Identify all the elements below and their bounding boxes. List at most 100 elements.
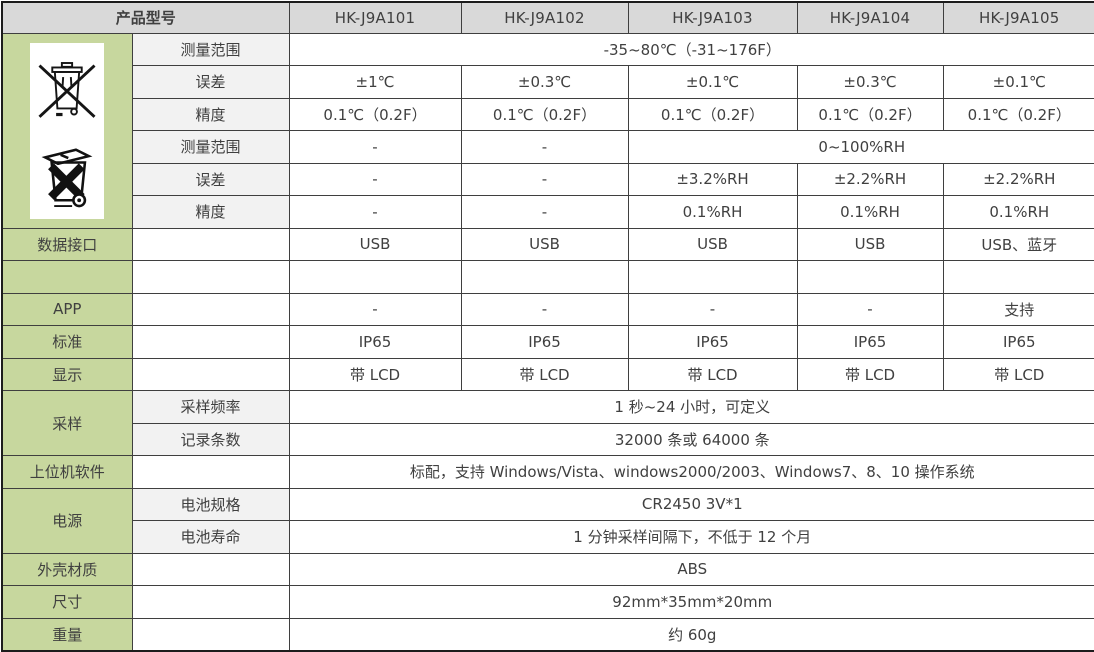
humidity-error-cell-2: -	[460, 162, 629, 196]
temp-error-label: 误差	[131, 65, 290, 99]
spacer-cell-1	[131, 260, 290, 294]
dimensions-value: 92mm*35mm*20mm	[288, 585, 1094, 619]
table-row-data-interface: 数据接口 USB USB USB USB USB、蓝牙	[1, 227, 1094, 261]
table-row-sampling-rate: 采样 采样频率 1 秒~24 小时，可定义	[1, 390, 1094, 456]
standard-cell-6: IP65	[942, 325, 1094, 359]
spec-table-body: 测量范围 -35~80℃（-31~176F） 误差 ±1℃ ±0.3℃ ±0.1℃ ±0.3…	[1, 32, 1094, 651]
product-model-header: 产品型号	[1, 1, 290, 34]
table-row-case-material: 外壳材质 ABS	[1, 552, 1094, 586]
display-label: 显示	[1, 357, 133, 391]
display-cell-2: 带 LCD	[288, 357, 462, 391]
host-software-value: 标配，支持 Windows/Vista、windows2000/2003、Win…	[288, 455, 1094, 489]
spacer-cell-4	[627, 260, 798, 294]
temp-error-cell-5: ±0.1℃	[942, 65, 1094, 99]
model-header-hk-j9a101: HK-J9A101	[288, 1, 462, 34]
humidity-resolution-cell-2: -	[460, 195, 629, 229]
weight-value: 约 60g	[288, 617, 1094, 651]
humidity-resolution-label: 精度	[131, 195, 290, 229]
humidity-resolution-cell-4: 0.1%RH	[796, 195, 944, 229]
model-header-hk-j9a105: HK-J9A105	[942, 1, 1094, 34]
table-row-temp-error: 误差 ±1℃ ±0.3℃ ±0.1℃ ±0.3℃ ±0.1℃	[2, 65, 1094, 99]
spacer-cell-3	[460, 260, 629, 294]
app-cell-1	[131, 292, 290, 326]
temp-range-label: 测量范围	[131, 32, 290, 66]
standard-cell-4: IP65	[627, 325, 798, 359]
battery-life-value: 1 分钟采样间隔下，不低于 12 个月	[288, 520, 1094, 554]
display-cell-4: 带 LCD	[627, 357, 798, 391]
app-cell-3: -	[460, 292, 629, 326]
standard-cell-3: IP65	[460, 325, 629, 359]
temp-resolution-cell-3: 0.1℃（0.2F）	[627, 97, 798, 131]
app-cell-2: -	[288, 292, 462, 326]
table-row-standard: 标准 IP65 IP65 IP65 IP65 IP65	[1, 325, 1094, 359]
table-row-weight: 重量 约 60g	[1, 617, 1094, 651]
case-material-value: ABS	[288, 552, 1094, 586]
sampling-rate-label: 采样频率	[131, 390, 290, 424]
case-material-label: 外壳材质	[1, 552, 133, 586]
sampling-rate-value: 1 秒~24 小时，可定义	[288, 390, 1094, 424]
data-interface-label: 数据接口	[1, 227, 133, 261]
app-cell-5: -	[796, 292, 944, 326]
table-row-app: APP - - - - 支持	[1, 292, 1094, 326]
temp-error-cell-2: ±0.3℃	[460, 65, 629, 99]
data-interface-cell-2: USB	[288, 227, 462, 261]
humidity-resolution-cell-1: -	[288, 195, 462, 229]
temp-range-value: -35~80℃（-31~176F）	[288, 32, 1094, 66]
temp-resolution-cell-4: 0.1℃（0.2F）	[796, 97, 944, 131]
standard-cell-1	[131, 325, 290, 359]
temp-error-cell-4: ±0.3℃	[796, 65, 944, 99]
humidity-range-label: 测量范围	[131, 130, 290, 164]
dimensions-cell-1	[131, 585, 290, 619]
data-interface-cell-5: USB	[796, 227, 944, 261]
spacer-cell-5	[796, 260, 944, 294]
dimensions-label: 尺寸	[1, 585, 133, 619]
host-software-cell-1	[131, 455, 290, 489]
model-header-hk-j9a104: HK-J9A104	[796, 1, 944, 34]
sampling-label: 采样	[1, 390, 133, 456]
disposal-icons-cell	[1, 32, 133, 229]
table-row-spacer	[1, 260, 1094, 294]
humidity-error-cell-5: ±2.2%RH	[942, 162, 1094, 196]
display-cell-1	[131, 357, 290, 391]
case-material-cell-1	[131, 552, 290, 586]
humidity-resolution-cell-5: 0.1%RH	[942, 195, 1094, 229]
humidity-range-cell-1: -	[288, 130, 462, 164]
table-header-row: 产品型号 HK-J9A101 HK-J9A102 HK-J9A103 HK-J9…	[1, 1, 1094, 34]
humidity-error-cell-1: -	[288, 162, 462, 196]
display-cell-5: 带 LCD	[796, 357, 944, 391]
spacer-category-cell	[1, 260, 133, 294]
table-row-battery-life: 电池寿命 1 分钟采样间隔下，不低于 12 个月	[2, 520, 1094, 554]
battery-life-label: 电池寿命	[131, 520, 290, 554]
humidity-error-label: 误差	[131, 162, 290, 196]
data-interface-cell-3: USB	[460, 227, 629, 261]
temp-resolution-cell-2: 0.1℃（0.2F）	[460, 97, 629, 131]
standard-cell-5: IP65	[796, 325, 944, 359]
temp-resolution-cell-5: 0.1℃（0.2F）	[942, 97, 1094, 131]
battery-spec-value: CR2450 3V*1	[288, 487, 1094, 521]
weee-crossed-wheelie-bin-icon	[30, 42, 105, 131]
standard-label: 标准	[1, 325, 133, 359]
weight-label: 重量	[1, 617, 133, 651]
table-row-humidity-resolution: 精度 - -0.1%RH 0.1%RH 0.1%RH	[2, 195, 1094, 229]
data-interface-cell-4: USB	[627, 227, 798, 261]
spacer-cell-6	[942, 260, 1094, 294]
table-row-display: 显示带 LCD 带 LCD 带 LCD 带 LCD 带 LCD	[1, 357, 1094, 391]
temp-resolution-cell-1: 0.1℃（0.2F）	[288, 97, 462, 131]
record-count-label: 记录条数	[131, 422, 290, 456]
humidity-resolution-cell-3: 0.1%RH	[627, 195, 798, 229]
standard-cell-2: IP65	[288, 325, 462, 359]
humidity-range-value: 0~100%RH	[627, 130, 1094, 164]
humidity-error-cell-4: ±2.2%RH	[796, 162, 944, 196]
weight-cell-1	[131, 617, 290, 651]
table-row-humidity-range: 测量范围 - -0~100%RH	[2, 130, 1094, 164]
table-row-temp-resolution: 精度 0.1℃（0.2F） 0.1℃（0.2F） 0.1℃（0.2F） 0.1℃（0.2…	[2, 97, 1094, 131]
model-header-hk-j9a102: HK-J9A102	[460, 1, 629, 34]
display-cell-6: 带 LCD	[942, 357, 1094, 391]
temp-resolution-label: 精度	[131, 97, 290, 131]
data-interface-cell-1	[131, 227, 290, 261]
spacer-cell-2	[288, 260, 462, 294]
table-row-humidity-error: 误差 - - ±3.2%RH ±2.2%RH ±2.2%RH	[2, 162, 1094, 196]
table-row-temp-range: 测量范围 -35~80℃（-31~176F）	[1, 32, 1094, 229]
table-row-battery-spec: 电源 电池规格 CR2450 3V*1	[1, 487, 1094, 554]
humidity-range-cell-2: -	[460, 130, 629, 164]
